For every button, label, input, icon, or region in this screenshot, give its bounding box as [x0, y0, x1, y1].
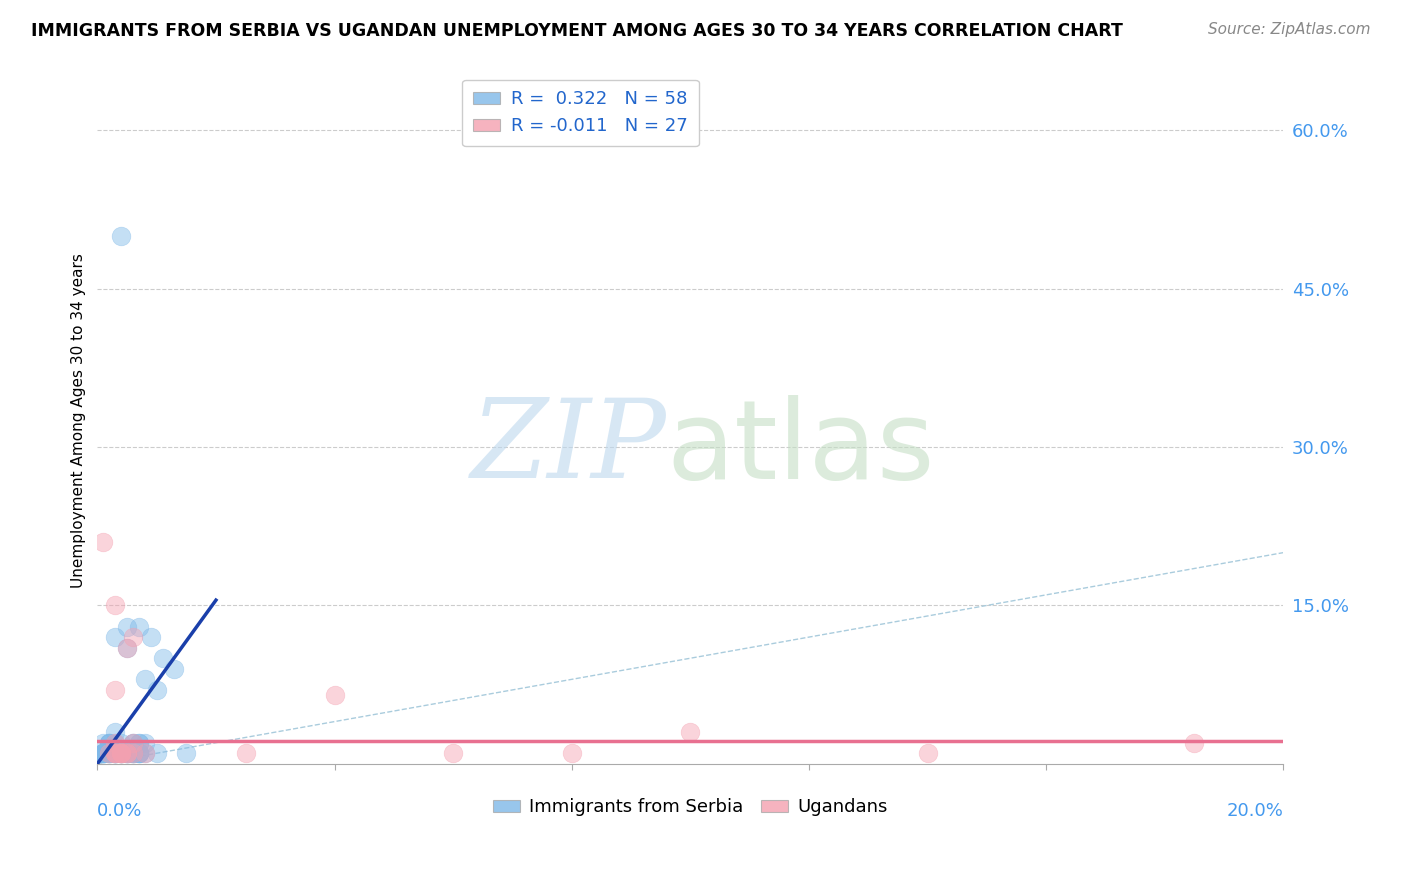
Point [91, 746, 114, 760]
Legend: Immigrants from Serbia, Ugandans: Immigrants from Serbia, Ugandans [485, 791, 896, 823]
Point [98, 746, 121, 760]
Point [134, 673, 156, 687]
Point [145, 746, 167, 760]
Point [110, 228, 132, 243]
Text: ZIP: ZIP [471, 394, 666, 502]
Point [122, 746, 145, 760]
Y-axis label: Unemployment Among Ages 30 to 34 years: Unemployment Among Ages 30 to 34 years [72, 253, 86, 588]
Text: 20.0%: 20.0% [1226, 802, 1284, 820]
Point [122, 746, 145, 760]
Point [98, 746, 121, 760]
Point [91, 746, 114, 760]
Point [679, 725, 702, 739]
Point [98, 746, 121, 760]
Text: atlas: atlas [666, 394, 935, 501]
Point [561, 746, 583, 760]
Point [110, 746, 132, 760]
Point [145, 682, 167, 697]
Text: IMMIGRANTS FROM SERBIA VS UGANDAN UNEMPLOYMENT AMONG AGES 30 TO 34 YEARS CORRELA: IMMIGRANTS FROM SERBIA VS UGANDAN UNEMPL… [31, 22, 1123, 40]
Point [91, 746, 114, 760]
Text: Source: ZipAtlas.com: Source: ZipAtlas.com [1208, 22, 1371, 37]
Point [134, 736, 156, 750]
Point [128, 746, 150, 760]
Point [122, 746, 145, 760]
Point [1184, 736, 1206, 750]
Point [98, 746, 121, 760]
Point [91, 746, 114, 760]
Point [110, 746, 132, 760]
Point [110, 746, 132, 760]
Point [104, 746, 127, 760]
Point [110, 746, 132, 760]
Point [110, 736, 132, 750]
Point [110, 746, 132, 760]
Point [235, 746, 257, 760]
Point [104, 736, 127, 750]
Point [122, 630, 145, 644]
Point [104, 746, 127, 760]
Point [128, 746, 150, 760]
Point [110, 746, 132, 760]
Point [122, 736, 145, 750]
Point [134, 746, 156, 760]
Point [91, 746, 114, 760]
Point [104, 599, 127, 613]
Point [115, 640, 138, 655]
Point [98, 736, 121, 750]
Point [91, 736, 114, 750]
Point [139, 630, 162, 644]
Point [128, 736, 150, 750]
Point [104, 682, 127, 697]
Point [104, 746, 127, 760]
Point [115, 746, 138, 760]
Point [104, 746, 127, 760]
Point [122, 746, 145, 760]
Point [110, 746, 132, 760]
Point [115, 746, 138, 760]
Point [91, 746, 114, 760]
Point [128, 736, 150, 750]
Point [104, 746, 127, 760]
Point [104, 746, 127, 760]
Point [115, 640, 138, 655]
Point [323, 688, 346, 702]
Point [115, 746, 138, 760]
Point [128, 746, 150, 760]
Point [104, 746, 127, 760]
Point [134, 746, 156, 760]
Point [110, 746, 132, 760]
Point [104, 725, 127, 739]
Text: 0.0%: 0.0% [97, 802, 143, 820]
Point [98, 736, 121, 750]
Point [104, 630, 127, 644]
Point [115, 619, 138, 633]
Point [115, 746, 138, 760]
Point [122, 736, 145, 750]
Point [104, 736, 127, 750]
Point [917, 746, 939, 760]
Point [91, 746, 114, 760]
Point [104, 746, 127, 760]
Point [128, 619, 150, 633]
Point [115, 746, 138, 760]
Point [104, 746, 127, 760]
Point [152, 651, 174, 665]
Point [115, 746, 138, 760]
Point [441, 746, 464, 760]
Point [176, 746, 198, 760]
Point [98, 736, 121, 750]
Point [128, 746, 150, 760]
Point [122, 746, 145, 760]
Point [110, 746, 132, 760]
Point [98, 746, 121, 760]
Point [122, 736, 145, 750]
Point [163, 662, 186, 676]
Point [91, 535, 114, 549]
